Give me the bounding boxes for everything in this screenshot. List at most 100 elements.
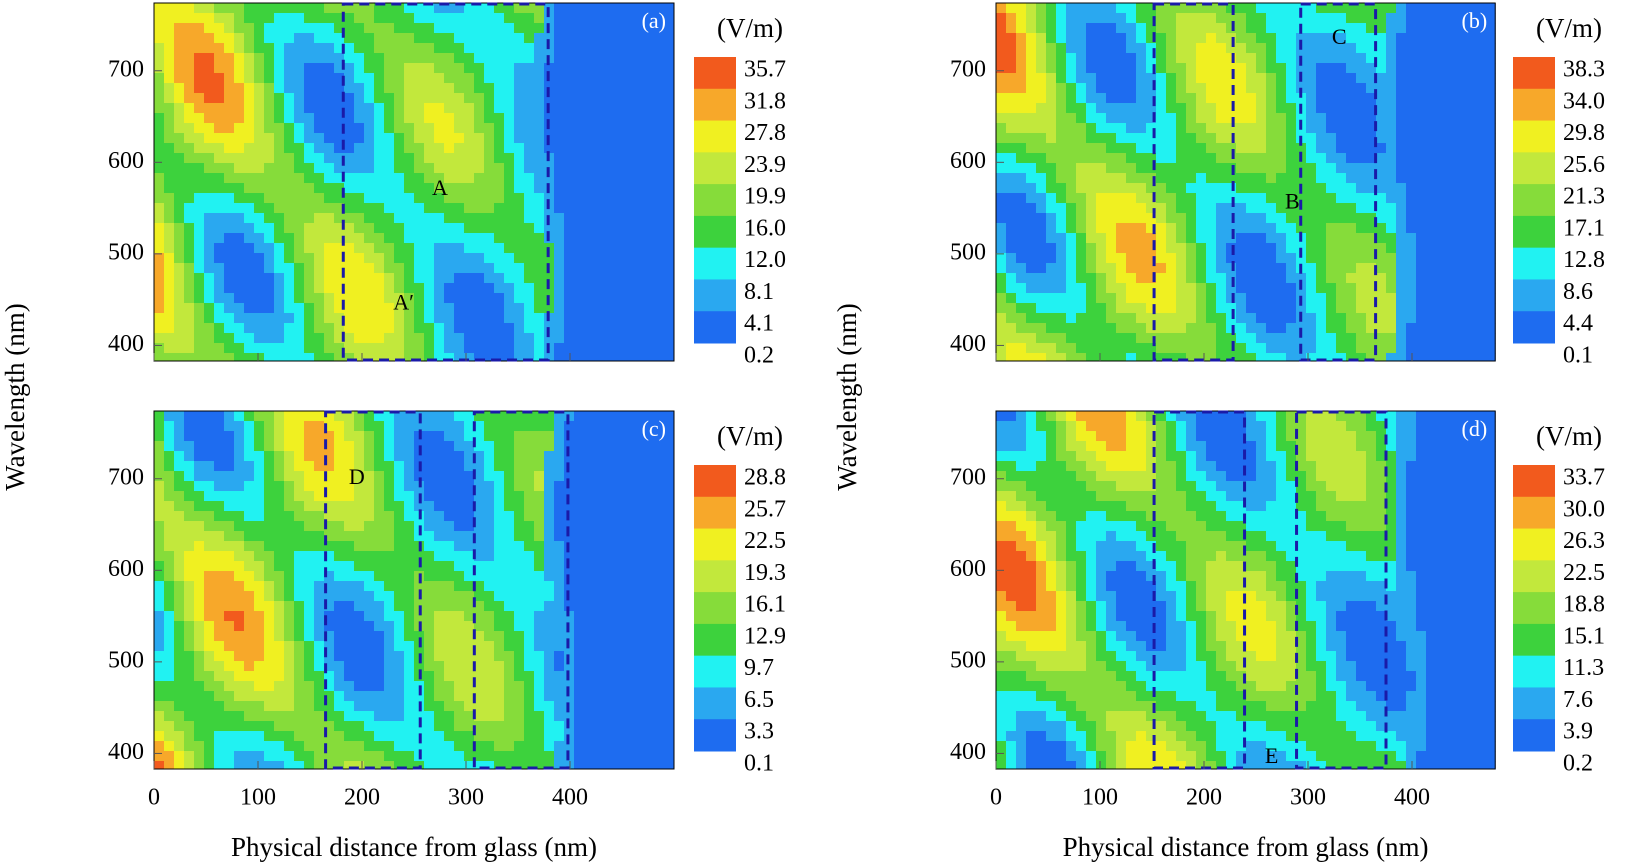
field-cell [624, 353, 635, 362]
field-cell [1326, 163, 1337, 174]
field-cell [1026, 73, 1037, 84]
field-cell [284, 93, 295, 104]
field-cell [324, 721, 335, 732]
field-cell [664, 103, 675, 114]
colorbar-label: 8.6 [1563, 279, 1593, 305]
field-cell [194, 283, 205, 294]
field-cell [1126, 283, 1137, 294]
field-cell [1276, 353, 1287, 362]
field-cell [454, 33, 465, 44]
field-cell [644, 233, 655, 244]
field-cell [384, 701, 395, 712]
field-cell [204, 73, 215, 84]
field-cell [404, 591, 415, 602]
field-cell [354, 213, 365, 224]
field-cell [1216, 323, 1227, 334]
field-cell [254, 751, 265, 762]
field-cell [314, 183, 325, 194]
field-cell [424, 213, 435, 224]
field-cell [164, 313, 175, 324]
field-cell [1446, 163, 1457, 174]
field-cell [294, 273, 305, 284]
field-cell [534, 143, 545, 154]
field-cell [154, 163, 165, 174]
field-cell [1176, 33, 1187, 44]
field-cell [574, 183, 585, 194]
field-cell [174, 303, 185, 314]
field-cell [444, 631, 455, 642]
field-cell [434, 491, 445, 502]
field-cell [374, 323, 385, 334]
field-cell [154, 223, 165, 234]
field-cell [154, 671, 165, 682]
field-cell [294, 133, 305, 144]
field-cell [174, 333, 185, 344]
field-cell [1436, 3, 1447, 14]
field-cell [314, 531, 325, 542]
colorbar-segment [1513, 88, 1555, 122]
field-cell [404, 123, 415, 134]
field-cell [394, 233, 405, 244]
field-cell [454, 83, 465, 94]
field-cell [344, 123, 355, 134]
field-cell [1076, 143, 1087, 154]
field-cell [1026, 323, 1037, 334]
field-cell [234, 313, 245, 324]
field-cell [1346, 113, 1357, 124]
field-cell [1366, 213, 1377, 224]
field-cell [354, 173, 365, 184]
field-cell [354, 581, 365, 592]
field-cell [1426, 273, 1437, 284]
field-cell [1436, 313, 1447, 324]
field-cell [284, 3, 295, 14]
field-cell [1216, 263, 1227, 274]
field-cell [1376, 143, 1387, 154]
field-cell [1436, 353, 1447, 362]
field-cell [224, 353, 235, 362]
field-cell [474, 213, 485, 224]
field-cell [1186, 133, 1197, 144]
field-cell [524, 313, 535, 324]
field-cell [204, 711, 215, 722]
field-cell [434, 441, 445, 452]
field-cell [424, 263, 435, 274]
field-cell [414, 203, 425, 214]
field-cell [1316, 153, 1327, 164]
field-cell [234, 661, 245, 672]
field-cell [434, 353, 445, 362]
field-cell [1236, 153, 1247, 164]
field-cell [394, 313, 405, 324]
field-cell [1396, 273, 1407, 284]
field-cell [424, 731, 435, 742]
field-cell [564, 343, 575, 354]
field-cell [274, 411, 285, 422]
field-cell [564, 253, 575, 264]
field-cell [154, 293, 165, 304]
field-cell [484, 651, 495, 662]
field-cell [1376, 163, 1387, 174]
field-cell [644, 153, 655, 164]
field-cell [404, 701, 415, 712]
field-cell [1446, 3, 1457, 14]
field-cell [344, 741, 355, 752]
field-cell [1406, 213, 1417, 224]
field-cell [254, 501, 265, 512]
field-cell [424, 411, 435, 422]
field-cell [244, 293, 255, 304]
field-cell [204, 741, 215, 752]
field-cell [634, 63, 645, 74]
field-cell [1336, 293, 1347, 304]
field-cell [314, 421, 325, 432]
field-cell [1296, 113, 1307, 124]
field-cell [1136, 143, 1147, 154]
field-cell [184, 203, 195, 214]
field-cell [304, 343, 315, 354]
field-cell [1336, 173, 1347, 184]
field-cell [454, 23, 465, 34]
field-cell [154, 323, 165, 334]
field-cell [514, 303, 525, 314]
field-cell [424, 133, 435, 144]
field-cell [1396, 313, 1407, 324]
field-cell [1396, 33, 1407, 44]
field-cell [1316, 33, 1327, 44]
